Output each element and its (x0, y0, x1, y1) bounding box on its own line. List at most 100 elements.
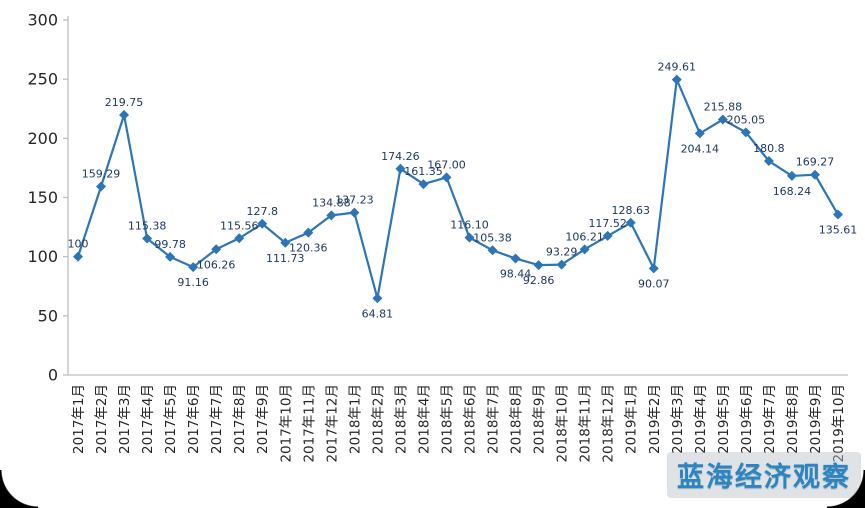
svg-text:2017年2月: 2017年2月 (94, 384, 110, 454)
svg-text:2018年9月: 2018年9月 (532, 384, 548, 454)
svg-text:2017年11月: 2017年11月 (301, 384, 317, 463)
svg-text:134.88: 134.88 (312, 196, 351, 209)
svg-text:0: 0 (48, 366, 58, 385)
data-point-marker (441, 172, 452, 183)
data-point-marker (763, 156, 774, 167)
data-point-marker (142, 233, 153, 244)
data-point-marker (717, 114, 728, 125)
svg-text:106.21: 106.21 (565, 230, 604, 243)
svg-text:2019年9月: 2019年9月 (808, 384, 824, 454)
x-axis-labels: 2017年1月 2017年2月 2017年3月 2017年4月 2017年5月 2017年… (71, 384, 847, 463)
svg-text:2018年5月: 2018年5月 (439, 384, 455, 454)
svg-text:128.63: 128.63 (611, 204, 650, 217)
svg-text:168.24: 168.24 (773, 185, 812, 198)
svg-text:106.26: 106.26 (197, 258, 236, 271)
svg-text:2019年10月: 2019年10月 (831, 384, 847, 463)
data-point-marker (740, 127, 751, 138)
svg-text:116.10: 116.10 (450, 219, 489, 232)
svg-text:2018年7月: 2018年7月 (486, 384, 502, 454)
svg-text:169.27: 169.27 (796, 156, 835, 169)
svg-text:2019年4月: 2019年4月 (693, 384, 709, 454)
svg-text:100: 100 (68, 238, 89, 251)
svg-text:2019年7月: 2019年7月 (762, 384, 778, 454)
svg-text:2019年6月: 2019年6月 (739, 384, 755, 454)
data-point-marker (625, 217, 636, 228)
data-point-marker (671, 74, 682, 85)
data-point-marker (372, 293, 383, 304)
svg-text:105.38: 105.38 (473, 231, 512, 244)
svg-text:117.52: 117.52 (588, 217, 627, 230)
data-point-marker (418, 179, 429, 190)
svg-text:2017年6月: 2017年6月 (186, 384, 202, 454)
svg-text:2019年8月: 2019年8月 (785, 384, 801, 454)
data-point-marker (280, 237, 291, 248)
svg-text:100: 100 (27, 247, 58, 266)
svg-text:2019年2月: 2019年2月 (647, 384, 663, 454)
y-axis-labels: 0 50 100 150 200 250 300 (27, 11, 68, 385)
svg-text:205.05: 205.05 (727, 113, 766, 126)
data-point-marker (326, 210, 337, 221)
svg-text:2017年12月: 2017年12月 (324, 384, 340, 463)
svg-text:219.75: 219.75 (105, 96, 144, 109)
data-point-marker (833, 209, 843, 220)
svg-text:2018年12月: 2018年12月 (601, 384, 617, 463)
data-point-marker (96, 181, 107, 192)
svg-text:2017年10月: 2017年10月 (278, 384, 294, 463)
data-point-marker (73, 251, 83, 262)
axes (67, 16, 848, 376)
svg-text:127.8: 127.8 (246, 205, 278, 218)
data-point-marker (349, 207, 360, 218)
svg-text:200: 200 (27, 129, 58, 148)
svg-text:135.61: 135.61 (819, 224, 858, 237)
data-point-marker (119, 109, 130, 120)
data-point-marker (165, 251, 176, 262)
svg-text:90.07: 90.07 (638, 277, 670, 290)
svg-text:180.8: 180.8 (753, 142, 785, 155)
data-point-marker (188, 262, 199, 273)
svg-text:2019年1月: 2019年1月 (624, 384, 640, 454)
data-point-marker (211, 244, 222, 255)
svg-text:250: 250 (27, 70, 58, 89)
svg-text:115.56: 115.56 (220, 219, 259, 232)
svg-text:2018年10月: 2018年10月 (555, 384, 571, 463)
data-point-marker (786, 170, 797, 181)
svg-text:2018年4月: 2018年4月 (416, 384, 432, 454)
svg-text:111.73: 111.73 (266, 252, 305, 265)
series-markers (73, 74, 843, 304)
data-point-marker (533, 260, 544, 271)
data-point-marker (809, 169, 820, 180)
svg-text:2018年11月: 2018年11月 (578, 384, 594, 463)
svg-text:2017年5月: 2017年5月 (163, 384, 179, 454)
svg-text:2019年3月: 2019年3月 (670, 384, 686, 454)
svg-text:115.38: 115.38 (128, 219, 167, 232)
data-point-marker (602, 230, 613, 241)
svg-text:150: 150 (27, 188, 58, 207)
data-point-marker (556, 259, 567, 270)
svg-text:2017年1月: 2017年1月 (71, 384, 87, 454)
data-point-marker (694, 128, 705, 139)
svg-text:174.26: 174.26 (381, 150, 420, 163)
svg-text:120.36: 120.36 (289, 242, 328, 255)
svg-text:93.29: 93.29 (546, 246, 578, 259)
data-point-marker (579, 244, 590, 255)
svg-text:98.44: 98.44 (500, 268, 532, 281)
svg-text:2017年8月: 2017年8月 (232, 384, 248, 454)
svg-text:215.88: 215.88 (704, 101, 743, 114)
svg-text:50: 50 (38, 306, 58, 325)
data-point-marker (510, 253, 521, 264)
watermark: 蓝海经济观察 (667, 452, 861, 498)
svg-text:2018年3月: 2018年3月 (393, 384, 409, 454)
svg-text:91.16: 91.16 (177, 276, 209, 289)
svg-text:2018年8月: 2018年8月 (509, 384, 525, 454)
data-point-marker (303, 227, 314, 238)
svg-text:137.23: 137.23 (335, 194, 374, 207)
data-point-marker (395, 163, 406, 174)
data-point-marker (487, 245, 498, 256)
data-point-marker (648, 263, 659, 274)
svg-text:159.29: 159.29 (82, 168, 121, 181)
svg-text:300: 300 (27, 11, 58, 30)
svg-text:249.61: 249.61 (658, 61, 697, 74)
svg-text:2019年5月: 2019年5月 (716, 384, 732, 454)
svg-text:204.14: 204.14 (681, 142, 720, 155)
